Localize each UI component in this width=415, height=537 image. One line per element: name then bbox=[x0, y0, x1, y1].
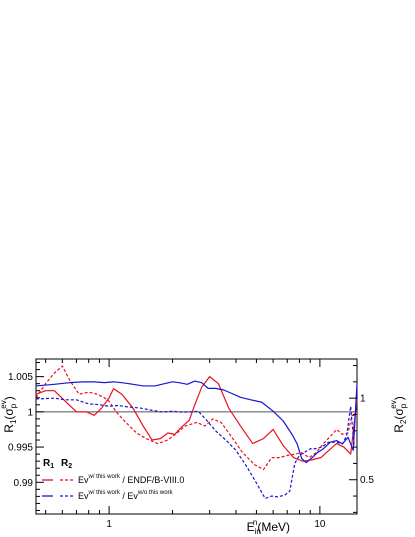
x-tick-label: 10 bbox=[314, 519, 326, 530]
legend: R1 R2 Evw/ this work / ENDF/B-VIII.0 Evw/ t… bbox=[42, 458, 184, 501]
y-left-axis-title: R1(σpev) bbox=[0, 396, 18, 432]
legend-row-2-label: Evw/ this work / Evw/o this work bbox=[78, 490, 174, 501]
plot-frame-rect bbox=[35, 358, 358, 515]
legend-header-r1: R1 bbox=[43, 458, 54, 470]
y-left-tick-label: 0.995 bbox=[8, 443, 33, 454]
series-line-2 bbox=[35, 365, 357, 471]
axis-labels: Einn(MeV) R1(σpev) R2(σpev) bbox=[0, 396, 408, 536]
series-line-3 bbox=[35, 380, 358, 464]
series-line-1 bbox=[35, 376, 358, 462]
y-left-axis-title-group: R1(σpev) bbox=[0, 396, 18, 432]
plot-frame bbox=[35, 358, 358, 515]
y-right-axis-title-group: R2(σpev) bbox=[389, 396, 408, 432]
x-axis-title: Einn(MeV) bbox=[247, 518, 290, 536]
y-right-axis-title: R2(σpev) bbox=[389, 396, 408, 432]
series-layer bbox=[35, 365, 358, 500]
series-line-4 bbox=[35, 397, 357, 500]
y-left-tick-label: 1 bbox=[27, 407, 33, 418]
legend-header-r2: R2 bbox=[61, 458, 72, 470]
ticks-layer: 1 10 1.005 1 0.995 0.99 1 0.5 bbox=[8, 359, 374, 530]
legend-row-1-label: Evw/ this work / ENDF/B-VIII.0 bbox=[78, 474, 184, 485]
y-right-tick-label: 1 bbox=[360, 394, 366, 405]
y-right-tick-label: 0.5 bbox=[360, 475, 374, 486]
y-left-tick-label: 1.005 bbox=[8, 372, 33, 383]
x-tick-label: 1 bbox=[106, 519, 112, 530]
y-left-tick-label: 0.99 bbox=[14, 478, 34, 489]
